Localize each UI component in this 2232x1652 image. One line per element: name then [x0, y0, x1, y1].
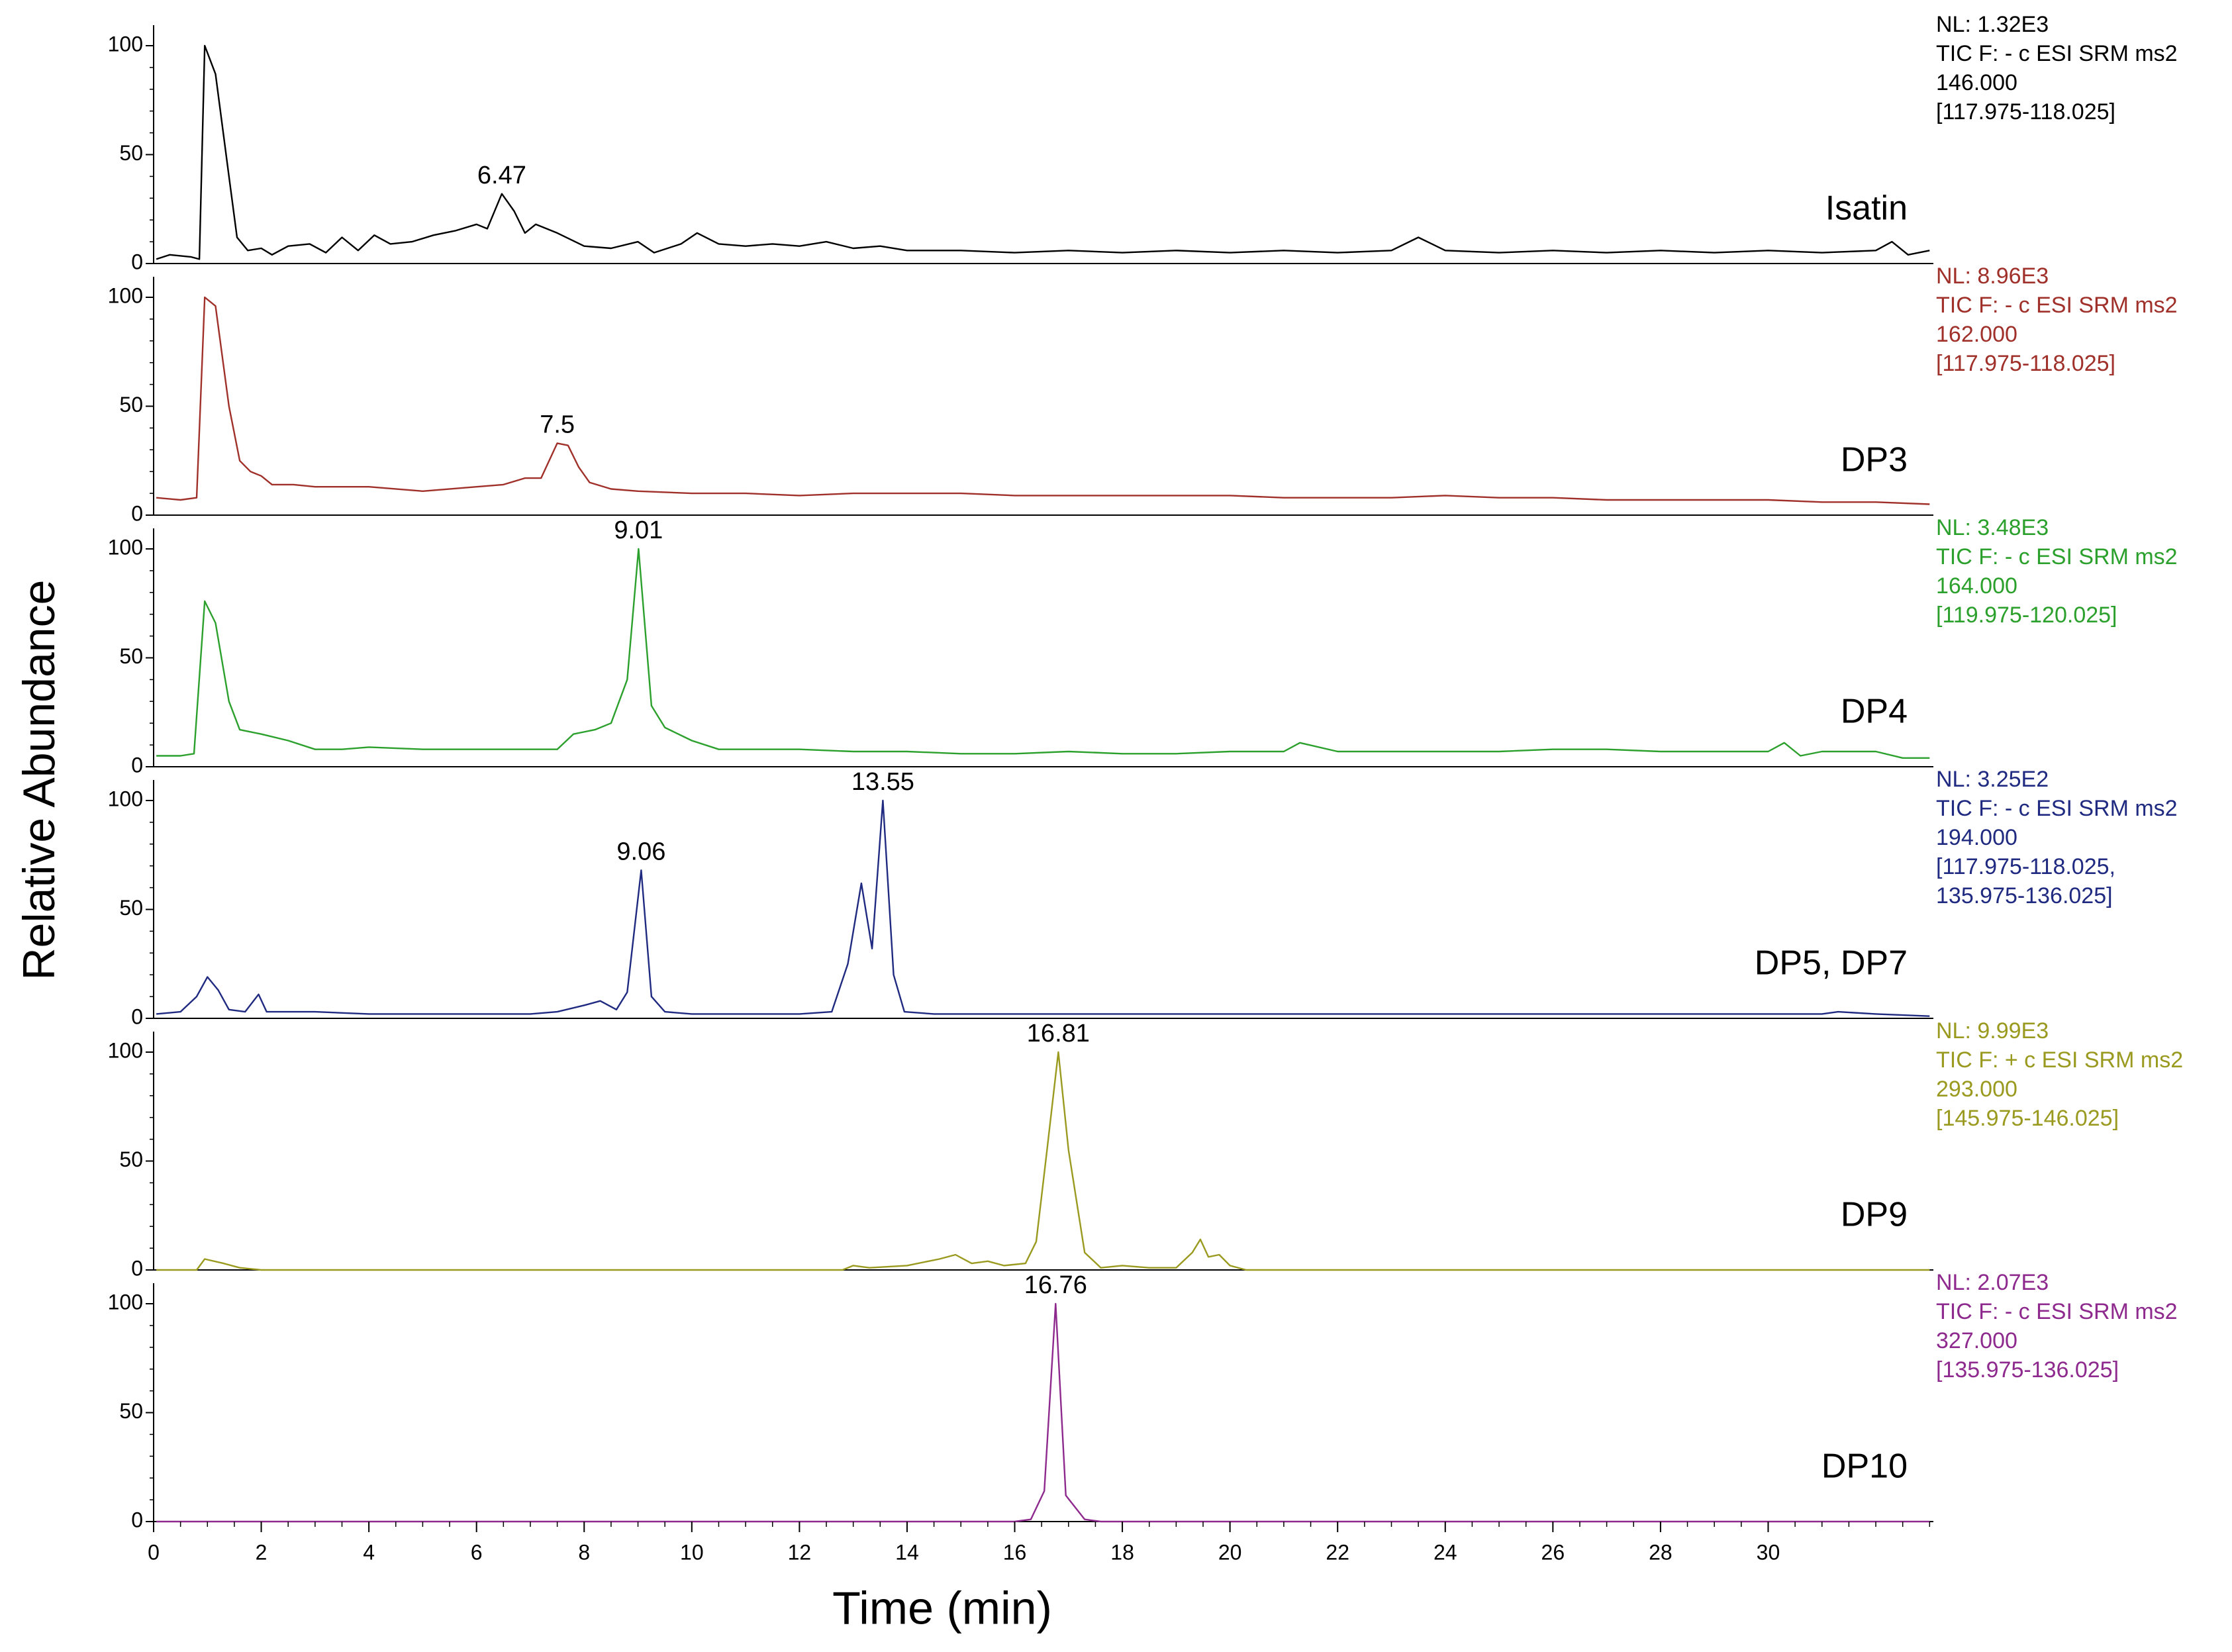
peak-label: 9.06	[616, 838, 665, 865]
y-tick-label: 0	[131, 1508, 143, 1531]
info-text: NL: 2.07E3	[1936, 1270, 2049, 1295]
y-tick-label: 0	[131, 1256, 143, 1280]
info-text: TIC F: - c ESI SRM ms2	[1936, 544, 2178, 569]
x-tick-label: 10	[680, 1540, 704, 1564]
peak-label: 13.55	[851, 768, 914, 796]
x-axis-label: Time (min)	[832, 1582, 1052, 1633]
info-text: NL: 1.32E3	[1936, 12, 2049, 37]
chromatogram-line	[156, 1051, 1930, 1271]
info-text: NL: 3.25E2	[1936, 767, 2049, 792]
info-text: TIC F: - c ESI SRM ms2	[1936, 41, 2178, 66]
y-tick-label: 0	[131, 753, 143, 777]
y-tick-label: 100	[108, 787, 143, 810]
info-text: [119.975-120.025]	[1936, 603, 2117, 628]
y-tick-label: 50	[119, 644, 143, 668]
chromatogram-line	[156, 296, 1930, 505]
x-tick-label: 16	[1003, 1540, 1027, 1564]
y-tick-label: 50	[119, 896, 143, 920]
peak-label: 16.76	[1024, 1271, 1087, 1299]
info-text: 164.000	[1936, 573, 2017, 599]
info-text: 194.000	[1936, 825, 2017, 850]
info-text: TIC F: - c ESI SRM ms2	[1936, 293, 2178, 318]
y-tick-label: 0	[131, 250, 143, 273]
info-text: NL: 8.96E3	[1936, 264, 2049, 289]
chromatogram-line	[156, 44, 1930, 260]
y-tick-label: 100	[108, 32, 143, 56]
series-name: DP5, DP7	[1755, 944, 1908, 983]
y-tick-label: 100	[108, 535, 143, 559]
info-text: [145.975-146.025]	[1936, 1106, 2119, 1131]
info-text: TIC F: - c ESI SRM ms2	[1936, 796, 2178, 821]
peak-label: 9.01	[614, 516, 663, 544]
info-text: NL: 3.48E3	[1936, 515, 2049, 540]
series-name: DP10	[1821, 1447, 1908, 1486]
info-text: 327.000	[1936, 1328, 2017, 1353]
y-tick-label: 50	[119, 1147, 143, 1171]
chromatogram-line	[156, 548, 1930, 759]
y-tick-label: 100	[108, 283, 143, 307]
x-tick-label: 8	[578, 1540, 590, 1564]
peak-label: 16.81	[1027, 1020, 1090, 1047]
chromatogram-line	[156, 799, 1930, 1017]
x-tick-label: 6	[471, 1540, 483, 1564]
series-name: DP9	[1841, 1196, 1908, 1234]
peak-label: 7.5	[540, 411, 575, 438]
y-tick-label: 100	[108, 1290, 143, 1314]
y-tick-label: 0	[131, 501, 143, 525]
x-tick-label: 20	[1218, 1540, 1242, 1564]
series-name: DP3	[1841, 441, 1908, 479]
x-tick-label: 0	[148, 1540, 160, 1564]
info-text: TIC F: - c ESI SRM ms2	[1936, 1299, 2178, 1324]
x-tick-label: 12	[788, 1540, 812, 1564]
info-text: [135.975-136.025]	[1936, 1357, 2119, 1383]
x-tick-label: 14	[895, 1540, 919, 1564]
x-tick-label: 2	[256, 1540, 267, 1564]
info-text: [117.975-118.025,	[1936, 854, 2115, 879]
info-text: 135.975-136.025]	[1936, 883, 2113, 908]
info-text: [117.975-118.025]	[1936, 351, 2115, 376]
info-text: 162.000	[1936, 322, 2017, 347]
y-tick-label: 50	[119, 141, 143, 165]
series-name: Isatin	[1825, 189, 1908, 228]
y-axis-label: Relative Abundance	[14, 580, 64, 981]
x-tick-label: 18	[1110, 1540, 1134, 1564]
y-tick-label: 50	[119, 1399, 143, 1423]
peak-label: 6.47	[477, 162, 526, 189]
info-text: TIC F: + c ESI SRM ms2	[1936, 1047, 2183, 1073]
x-tick-label: 28	[1649, 1540, 1673, 1564]
info-text: [117.975-118.025]	[1936, 99, 2115, 124]
x-tick-label: 24	[1433, 1540, 1457, 1564]
x-tick-label: 26	[1541, 1540, 1565, 1564]
series-name: DP4	[1841, 693, 1908, 731]
info-text: 146.000	[1936, 70, 2017, 95]
x-tick-label: 30	[1757, 1540, 1780, 1564]
y-tick-label: 100	[108, 1038, 143, 1062]
y-tick-label: 0	[131, 1004, 143, 1028]
info-text: 293.000	[1936, 1077, 2017, 1102]
x-tick-label: 4	[363, 1540, 375, 1564]
y-tick-label: 50	[119, 393, 143, 416]
x-tick-label: 22	[1326, 1540, 1349, 1564]
chromatogram-line	[156, 1302, 1930, 1523]
info-text: NL: 9.99E3	[1936, 1018, 2049, 1044]
